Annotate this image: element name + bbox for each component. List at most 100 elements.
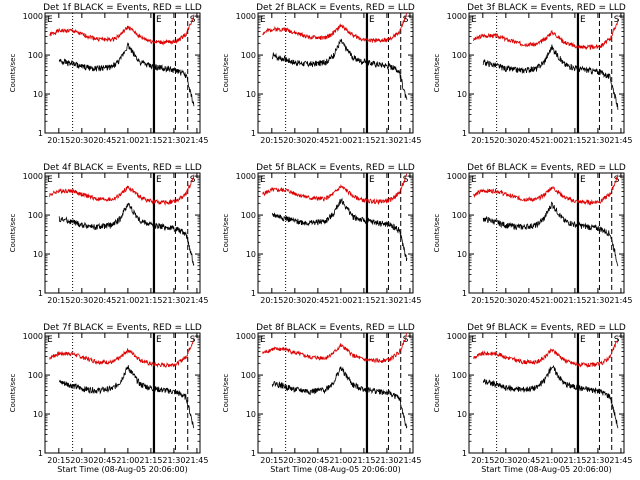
events-series-line — [271, 38, 408, 100]
marker-letter: E — [580, 15, 586, 25]
x-tick-label: 21:45 — [398, 296, 421, 305]
marker-letter: E — [260, 175, 266, 185]
x-tick-label: 20:15 — [471, 136, 494, 145]
y-tick-label: 100 — [28, 51, 43, 60]
x-tick-label: 20:15 — [260, 456, 283, 465]
y-tick-label: 1000 — [23, 332, 43, 341]
events-series-line — [482, 201, 619, 267]
marker-letter: S — [614, 175, 620, 185]
x-tick-label: 20:45 — [517, 136, 540, 145]
marker-letter: E — [47, 15, 53, 25]
x-tick-label: 21:30 — [375, 136, 398, 145]
y-tick-label: 100 — [241, 371, 256, 380]
panel-det-2: Det 2f BLACK = Events, RED = LLD 1 10 100 10… — [222, 3, 421, 145]
lld-series-line — [262, 13, 408, 43]
panel-title: Det 1f BLACK = Events, RED = LLD — [43, 3, 202, 13]
x-tick-label: 20:45 — [306, 136, 329, 145]
panel-title: Det 2f BLACK = Events, RED = LLD — [256, 3, 415, 13]
y-axis-label: Counts/sec — [9, 54, 17, 93]
events-series-line — [482, 44, 619, 110]
x-tick-label: 21:30 — [162, 296, 185, 305]
y-axis-label: Counts/sec — [433, 214, 441, 253]
x-tick-label: 21:15 — [352, 456, 375, 465]
x-tick-label: 20:45 — [93, 296, 116, 305]
y-tick-label: 1000 — [23, 12, 43, 21]
plot-frame — [257, 12, 414, 134]
x-tick-label: 20:45 — [517, 456, 540, 465]
marker-letter: E — [260, 15, 266, 25]
x-tick-label: 20:30 — [70, 136, 93, 145]
x-axis-label: Start Time (08-Aug-05 20:06:00) — [270, 465, 401, 474]
x-tick-label: 21:30 — [375, 296, 398, 305]
events-series-line — [58, 42, 195, 107]
panel-det-6: Det 6f BLACK = Events, RED = LLD 1 10 100 10… — [433, 163, 632, 305]
x-tick-label: 20:15 — [471, 456, 494, 465]
marker-letter: S — [403, 15, 409, 25]
plot-frame — [257, 172, 414, 294]
y-axis-label: Counts/sec — [433, 374, 441, 413]
y-tick-label: 10 — [246, 410, 256, 419]
y-tick-label: 10 — [33, 90, 43, 99]
x-tick-label: 20:15 — [260, 296, 283, 305]
panel-det-7: Det 7f BLACK = Events, RED = LLD 1 10 100 10… — [9, 323, 208, 474]
y-tick-label: 1000 — [236, 12, 256, 21]
x-tick-label: 21:15 — [352, 136, 375, 145]
x-tick-label: 21:00 — [116, 136, 139, 145]
x-tick-label: 20:15 — [47, 136, 70, 145]
y-tick-label: 100 — [452, 51, 467, 60]
y-tick-label: 10 — [457, 410, 467, 419]
marker-letter: E — [369, 15, 375, 25]
lld-series-line — [473, 19, 619, 51]
x-tick-label: 21:00 — [540, 136, 563, 145]
marker-letter: S — [614, 335, 620, 345]
panel-title: Det 4f BLACK = Events, RED = LLD — [43, 163, 202, 173]
x-tick-label: 21:00 — [540, 456, 563, 465]
y-tick-label: 100 — [452, 211, 467, 220]
y-tick-label: 1 — [38, 129, 43, 138]
panel-det-1: Det 1f BLACK = Events, RED = LLD 1 10 100 10… — [9, 3, 208, 145]
events-series-line — [482, 364, 619, 429]
y-tick-label: 100 — [241, 211, 256, 220]
x-tick-label: 21:00 — [116, 296, 139, 305]
x-tick-label: 20:45 — [306, 296, 329, 305]
y-axis-label: Counts/sec — [222, 374, 230, 413]
x-tick-label: 21:00 — [329, 296, 352, 305]
x-tick-label: 21:00 — [329, 136, 352, 145]
y-tick-label: 100 — [241, 51, 256, 60]
x-tick-label: 21:45 — [398, 456, 421, 465]
x-tick-label: 20:45 — [517, 296, 540, 305]
panel-title: Det 8f BLACK = Events, RED = LLD — [256, 323, 415, 333]
x-tick-label: 21:30 — [162, 456, 185, 465]
marker-letter: E — [47, 175, 53, 185]
y-tick-label: 10 — [457, 90, 467, 99]
x-tick-label: 20:30 — [70, 296, 93, 305]
y-tick-label: 100 — [28, 371, 43, 380]
x-tick-label: 21:15 — [139, 136, 162, 145]
marker-letter: S — [403, 175, 409, 185]
y-tick-label: 10 — [457, 250, 467, 259]
x-tick-label: 20:15 — [47, 296, 70, 305]
lld-series-line — [473, 337, 619, 369]
lld-series-line — [473, 174, 619, 206]
x-tick-label: 20:30 — [70, 456, 93, 465]
x-tick-label: 21:30 — [162, 136, 185, 145]
y-tick-label: 1 — [251, 289, 256, 298]
events-series-line — [271, 197, 408, 262]
y-axis-label: Counts/sec — [222, 54, 230, 93]
marker-letter: S — [190, 335, 196, 345]
x-tick-label: 21:45 — [609, 296, 632, 305]
x-tick-label: 21:45 — [185, 456, 208, 465]
x-tick-label: 20:15 — [260, 136, 283, 145]
y-tick-label: 10 — [246, 250, 256, 259]
x-tick-label: 21:00 — [329, 456, 352, 465]
marker-letter: E — [369, 335, 375, 345]
y-tick-label: 1000 — [447, 332, 467, 341]
y-tick-label: 1000 — [447, 12, 467, 21]
panel-det-9: Det 9f BLACK = Events, RED = LLD 1 10 100 10… — [433, 323, 632, 474]
y-axis-label: Counts/sec — [9, 374, 17, 413]
y-tick-label: 100 — [28, 211, 43, 220]
panel-title: Det 3f BLACK = Events, RED = LLD — [467, 3, 626, 13]
marker-letter: E — [47, 335, 53, 345]
x-tick-label: 20:15 — [47, 456, 70, 465]
